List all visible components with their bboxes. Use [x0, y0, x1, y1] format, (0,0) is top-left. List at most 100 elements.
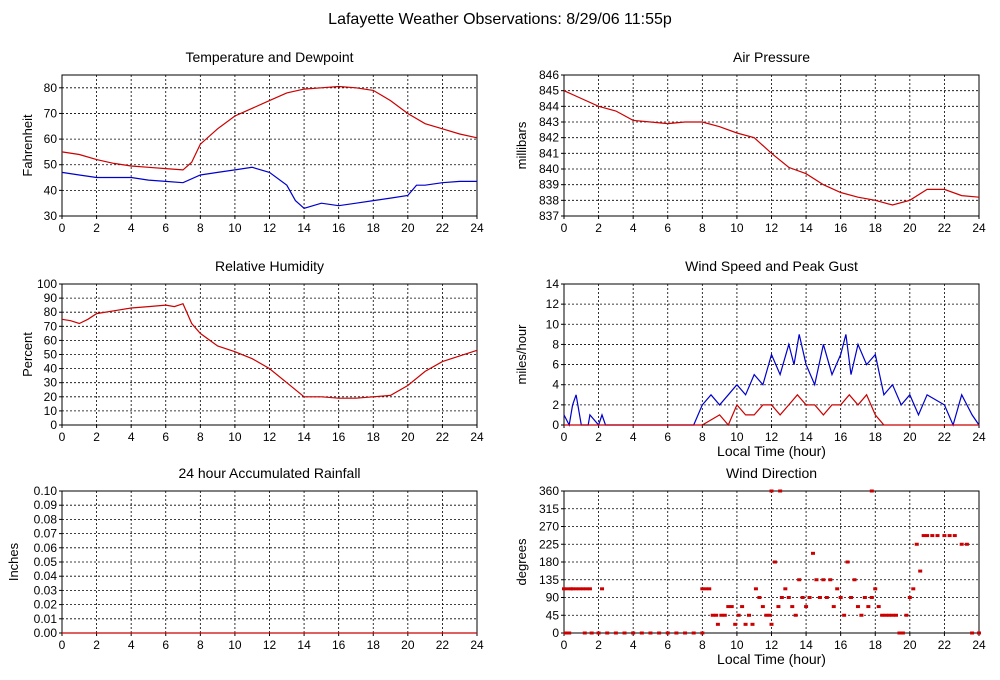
- x-tick-label: 2: [93, 430, 100, 444]
- data-point: [757, 596, 761, 599]
- x-tick-label: 8: [699, 638, 706, 652]
- data-point: [778, 490, 782, 493]
- y-tick-label: 843: [539, 115, 559, 129]
- x-tick-label: 0: [561, 221, 568, 235]
- y-tick-label: 14: [546, 277, 560, 291]
- data-point: [797, 578, 801, 581]
- y-tick-label: 840: [539, 162, 559, 176]
- data-point: [614, 632, 618, 635]
- data-point: [648, 632, 652, 635]
- data-point: [846, 561, 850, 564]
- x-tick-label: 16: [332, 430, 346, 444]
- x-tick-label: 8: [699, 221, 706, 235]
- data-point: [866, 605, 870, 608]
- data-point: [856, 605, 860, 608]
- data-point: [942, 534, 946, 537]
- data-point: [904, 614, 908, 617]
- y-tick-label: 10: [44, 404, 58, 418]
- data-point: [726, 605, 730, 608]
- x-tick-label: 20: [401, 221, 415, 235]
- y-tick-label: 50: [44, 158, 58, 172]
- y-tick-label: 315: [539, 502, 559, 516]
- data-point: [915, 543, 919, 546]
- data-point: [711, 614, 715, 617]
- data-point: [744, 623, 748, 626]
- data-point: [737, 614, 741, 617]
- data-point: [770, 623, 774, 626]
- data-point: [562, 587, 566, 590]
- data-point: [835, 587, 839, 590]
- x-tick-label: 24: [470, 221, 484, 235]
- chart-title: Temperature and Dewpoint: [185, 49, 353, 65]
- data-point: [901, 632, 905, 635]
- weather-figure: Lafayette Weather Observations: 8/29/06 …: [0, 0, 1000, 680]
- y-tick-label: 90: [44, 291, 58, 305]
- y-tick-label: 60: [44, 333, 58, 347]
- x-axis-label: Local Time (hour): [717, 651, 826, 667]
- data-point: [880, 614, 884, 617]
- x-tick-label: 6: [664, 221, 671, 235]
- x-tick-label: 12: [765, 221, 779, 235]
- y-tick-label: 80: [44, 305, 58, 319]
- data-point: [783, 587, 787, 590]
- y-tick-label: 270: [539, 520, 559, 534]
- data-point: [700, 632, 704, 635]
- y-tick-label: 100: [37, 277, 57, 291]
- chart-title: Air Pressure: [733, 49, 810, 65]
- data-point: [863, 596, 867, 599]
- data-point: [794, 614, 798, 617]
- x-tick-label: 10: [228, 638, 242, 652]
- x-tick-label: 18: [367, 638, 381, 652]
- y-tick-label: 360: [539, 484, 559, 498]
- data-point: [723, 614, 727, 617]
- data-point: [683, 632, 687, 635]
- y-axis-label: millibars: [514, 121, 529, 169]
- x-tick-label: 6: [664, 638, 671, 652]
- chart-title: 24 hour Accumulated Rainfall: [178, 465, 360, 481]
- y-tick-label: 845: [539, 84, 559, 98]
- y-axis-label: Percent: [20, 332, 35, 377]
- data-point: [776, 605, 780, 608]
- y-tick-label: 180: [539, 555, 559, 569]
- y-tick-label: 6: [552, 358, 559, 372]
- data-point: [700, 587, 704, 590]
- x-tick-label: 22: [436, 221, 450, 235]
- data-point: [623, 632, 627, 635]
- y-tick-label: 0.03: [34, 583, 58, 597]
- y-tick-label: 40: [44, 183, 58, 197]
- y-tick-label: 837: [539, 209, 559, 223]
- data-point: [825, 596, 829, 599]
- data-point: [853, 578, 857, 581]
- data-point: [588, 587, 592, 590]
- data-point: [578, 587, 582, 590]
- x-tick-label: 18: [367, 430, 381, 444]
- x-tick-label: 20: [903, 638, 917, 652]
- x-tick-label: 0: [59, 430, 66, 444]
- data-point: [960, 543, 964, 546]
- data-point: [764, 614, 768, 617]
- data-point: [600, 587, 604, 590]
- data-point: [908, 596, 912, 599]
- y-tick-label: 0.05: [34, 555, 58, 569]
- data-point: [911, 587, 915, 590]
- y-tick-label: 844: [539, 99, 559, 113]
- data-point: [571, 587, 575, 590]
- data-point: [704, 587, 708, 590]
- data-point: [581, 587, 585, 590]
- y-tick-label: 0.01: [34, 612, 58, 626]
- data-point: [768, 614, 772, 617]
- data-point: [894, 614, 898, 617]
- x-tick-label: 24: [470, 430, 484, 444]
- data-point: [750, 623, 754, 626]
- x-tick-label: 20: [401, 638, 415, 652]
- y-tick-label: 839: [539, 178, 559, 192]
- x-tick-label: 18: [869, 430, 883, 444]
- x-tick-label: 2: [595, 638, 602, 652]
- y-tick-label: 846: [539, 68, 559, 82]
- x-tick-label: 24: [470, 638, 484, 652]
- data-point: [811, 552, 815, 555]
- x-tick-label: 12: [765, 638, 779, 652]
- data-point: [828, 578, 832, 581]
